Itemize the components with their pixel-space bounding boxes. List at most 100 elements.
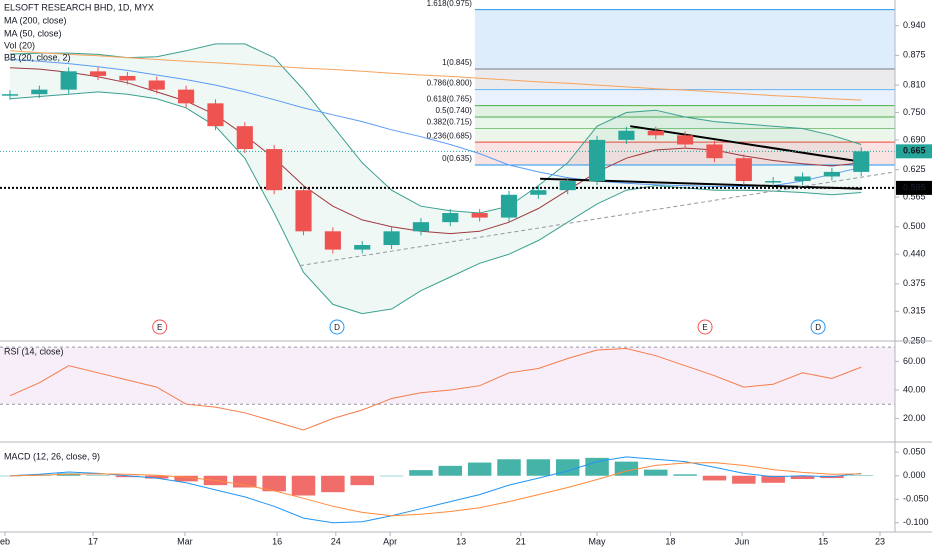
bb-lower [9,91,862,315]
macd-histogram-bar [585,457,609,476]
y-tick-label: 0.500 [903,221,926,231]
y-tick-label: 0.810 [903,79,926,89]
y-tick-label: 0.940 [903,20,926,30]
y-tick-label: 0.315 [903,306,926,316]
macd-histogram-bar [849,475,873,476]
macd-histogram-bar [790,475,815,480]
candle [236,126,253,150]
fib-band [474,89,895,106]
fib-label: 0.618(0.765) [427,95,473,104]
candle [677,135,694,145]
candle [618,130,635,140]
rsi-title: RSI (14, close) [4,346,64,356]
fib-label: 0.786(0.800) [427,79,473,88]
candle [530,190,547,195]
x-tick-label: 18 [665,536,675,546]
event-marker [152,319,168,335]
price-tag-label: 0.585 [903,182,926,192]
x-tick-label: 15 [818,536,828,546]
macd-histogram-bar [555,459,580,476]
event-label: D [334,323,340,332]
indicator-label: MA (50, close) [4,28,62,38]
candle [60,71,77,90]
fib-label: 0(0.635) [442,154,472,163]
candle [735,158,752,182]
candle [89,71,107,76]
event-marker [329,319,345,335]
candle [31,89,48,95]
chart-title: ELSOFT RESEARCH BHD, 1D, MYX [4,2,154,12]
rsi-band [0,347,895,405]
macd-histogram-bar [526,459,551,476]
event-label: E [157,323,162,332]
x-tick-label: 21 [516,536,526,546]
macd-histogram-bar [497,459,521,476]
candle [295,190,312,232]
fib-band [474,117,895,129]
x-tick-label: 17 [88,536,98,546]
candle [706,144,723,159]
x-tick-label: Jun [735,536,750,546]
fib-band [474,69,895,90]
y-tick-label: 0.690 [903,134,926,144]
candle [765,181,782,183]
candle [588,139,606,182]
y-tick-label: 0.375 [903,278,926,288]
candle [647,130,664,136]
x-tick-label: Mar [177,536,193,546]
macd-histogram-bar [644,469,668,476]
indicator-label: Vol (20) [4,40,35,50]
candle [1,94,19,96]
macd-histogram-bar [379,475,404,477]
fib-label: 0.382(0.715) [427,118,473,127]
macd-histogram-bar [761,475,785,483]
candle [207,103,224,127]
macd-histogram-bar [409,470,433,476]
price-tag-label: 0.665 [903,146,926,156]
y-tick-label: 0.000 [903,470,926,480]
y-tick-label: 0.050 [903,447,926,457]
y-tick-label: 40.00 [903,384,926,394]
signal-line [9,462,862,517]
macd-line [9,456,862,524]
macd-histogram-bar [438,465,463,476]
event-label: D [815,323,821,332]
candle [354,245,371,250]
x-tick-label: 16 [272,536,282,546]
candle [178,89,195,104]
candle [500,194,518,218]
x-tick-label: 24 [331,536,341,546]
y-tick-label: 60.00 [903,356,926,366]
price-tag [896,180,932,195]
trendline [630,125,863,163]
macd-histogram-bar [115,475,140,478]
x-tick-label: Apr [383,536,397,546]
y-tick-label: 0.625 [903,164,926,174]
x-tick-label: 13 [456,536,466,546]
fib-label: 1.618(0.975) [427,0,473,8]
ma-line [9,59,862,187]
trendline [299,171,896,267]
candle [559,181,576,191]
y-tick-label: 0.440 [903,249,926,259]
fib-label: 0.236(0.685) [427,131,473,140]
fib-label: 1(0.845) [442,58,472,67]
macd-histogram-bar [86,475,110,476]
event-marker [810,319,826,335]
x-tick-label: eb [0,536,10,546]
y-tick-label: 0.750 [903,107,926,117]
candle [412,222,430,232]
macd-histogram-bar [321,475,345,493]
macd-histogram-bar [174,475,198,482]
y-tick-label: 20.00 [903,413,926,423]
x-tick-label: May [589,536,607,546]
candle [823,171,840,177]
y-tick-label: 0.565 [903,191,926,201]
event-marker [697,319,713,335]
indicator-label: BB (20, close, 2) [4,52,71,62]
fib-band [474,105,895,118]
event-label: E [702,323,707,332]
indicator-label: MA (200, close) [4,15,67,25]
y-tick-label: 0.875 [903,50,926,60]
fib-band [474,9,895,70]
